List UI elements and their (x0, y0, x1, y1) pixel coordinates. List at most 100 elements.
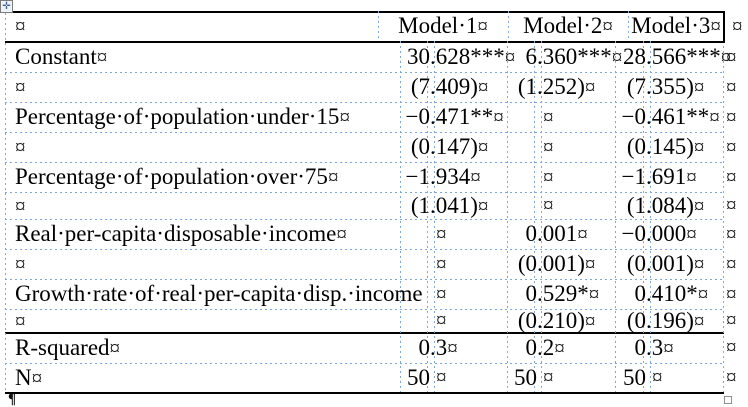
header-cell-model-2[interactable]: Model·2¤ (508, 11, 628, 41)
cell-end-marker: ¤ (611, 45, 623, 69)
value-cell-model-3[interactable]: (7 (626, 74, 646, 99)
value-cell-model-3[interactable]: (0 (626, 134, 646, 159)
table-row: Percentage·of·population·over·75¤ −1.934¤… (0, 162, 748, 192)
value-decimal-part: .461**¤ (646, 104, 720, 129)
value-cell-model-3[interactable]: −0 (621, 221, 646, 246)
value-cell-model-1[interactable]: 0 (418, 335, 431, 360)
row-label-empty-cell[interactable]: ¤ (15, 72, 26, 102)
row-end-marker: ¤ (726, 105, 737, 129)
row-label-cell[interactable]: R-squared¤ (15, 332, 120, 364)
cell-end-marker: ¤ (477, 75, 489, 99)
table-border-line (5, 392, 724, 394)
row-label-cell[interactable]: Real·per-capita·disposable·income¤ (15, 219, 347, 249)
row-end-marker: ¤ (726, 135, 737, 159)
cell-end-marker: ¤ (652, 365, 663, 389)
row-gridline (5, 279, 723, 280)
empty-cell-end-marker: ¤ (543, 193, 554, 217)
row-label-empty-cell[interactable]: ¤ (15, 249, 26, 279)
value-cell-model-1[interactable]: (1 (410, 193, 430, 218)
header-empty-cell[interactable]: ¤ (15, 11, 26, 41)
value-cell-model-1[interactable]: −1 (405, 164, 430, 189)
row-label-cell[interactable]: Percentage·of·population·under·15¤ (15, 102, 350, 132)
header-cell-model-1[interactable]: Model·1¤ (378, 11, 508, 41)
value-cell-model-1[interactable]: (0 (410, 134, 430, 159)
cell-end-marker: ¤ (663, 336, 674, 360)
cell-end-marker: ¤ (493, 105, 504, 129)
value-decimal-part: .934¤ (430, 164, 481, 189)
cell-end-marker: ¤ (543, 365, 554, 389)
cell-end-marker: ¤ (693, 135, 705, 159)
decimal-gridline (650, 41, 651, 392)
value-decimal-part: .628***¤ (430, 44, 516, 69)
value-cell-model-1[interactable]: 50 (407, 365, 430, 390)
cell-end-marker: ¤ (15, 252, 26, 276)
header-column-gridline (378, 11, 379, 41)
table-left-gridline (5, 13, 6, 392)
row-end-marker: ¤ (726, 365, 737, 389)
cell-end-marker: ¤ (447, 336, 458, 360)
cell-end-marker: ¤ (109, 336, 121, 360)
cell-end-marker: ¤ (602, 14, 613, 38)
value-cell-model-1[interactable]: (7 (410, 74, 430, 99)
value-cell-model-2[interactable]: 6 (525, 44, 538, 69)
value-cell-model-2[interactable]: (0 (517, 251, 537, 276)
decimal-gridline (434, 41, 435, 392)
value-cell-model-3[interactable]: −1 (621, 164, 646, 189)
table-row: ¤ (7.409)¤ (1.252)¤ (7.355)¤ ¤ (0, 72, 748, 102)
value-cell-model-2[interactable]: (1 (517, 74, 537, 99)
empty-cell-end-marker: ¤ (436, 282, 447, 306)
value-cell-model-2[interactable]: 50 (514, 365, 537, 390)
row-end-marker: ¤ (726, 165, 737, 189)
table-move-handle[interactable]: ✛ (0, 0, 13, 13)
row-label-text: Growth·rate·of·real·per-capita·disp.·inc… (15, 281, 423, 306)
table-row: Growth·rate·of·real·per-capita·disp.·inc… (0, 279, 748, 309)
row-label-empty-cell[interactable]: ¤ (15, 309, 26, 333)
cell-end-marker: ¤ (327, 165, 339, 189)
cell-end-marker: ¤ (693, 194, 705, 218)
value-cell-model-3[interactable]: (1 (626, 193, 646, 218)
value-cell-model-3[interactable]: 28 (623, 44, 646, 69)
row-gridline (5, 249, 723, 250)
value-cell-model-1[interactable]: 30 (407, 44, 430, 69)
value-cell-model-3[interactable]: −0 (621, 104, 646, 129)
column-gridline (400, 41, 401, 392)
value-cell-model-3[interactable]: 0 (634, 335, 647, 360)
row-label-empty-cell[interactable]: ¤ (15, 132, 26, 162)
cell-end-marker: ¤ (584, 309, 596, 333)
value-decimal-part: .252)¤ (537, 74, 596, 99)
empty-cell-end-marker: ¤ (543, 135, 554, 159)
cell-end-marker: ¤ (709, 105, 720, 129)
decimal-gridline (427, 41, 428, 392)
row-gridline (5, 72, 723, 73)
row-label-cell[interactable]: Growth·rate·of·real·per-capita·disp.·inc… (15, 279, 423, 309)
value-decimal-part: .409)¤ (430, 74, 489, 99)
value-cell-model-3[interactable]: 0 (634, 281, 647, 306)
row-gridline (5, 192, 723, 193)
value-cell-model-3[interactable]: (0 (626, 308, 646, 333)
value-decimal-part: .360***¤ (537, 44, 623, 69)
row-label-text: R-squared (15, 335, 110, 360)
value-cell-model-2[interactable]: 0 (525, 281, 538, 306)
header-cell-model-3[interactable]: Model·3¤ (628, 11, 724, 41)
row-label-cell[interactable]: N¤ (15, 363, 42, 393)
cell-end-marker: ¤ (693, 309, 705, 333)
empty-cell-end-marker: ¤ (436, 252, 447, 276)
row-label-text: Percentage·of·population·under·15 (15, 104, 340, 129)
value-cell-model-2[interactable]: 0 (525, 335, 538, 360)
value-cell-model-1[interactable]: −0 (405, 104, 430, 129)
row-label-text: Real·per-capita·disposable·income (15, 221, 337, 246)
value-cell-model-2[interactable]: 0 (525, 221, 538, 246)
table-resize-handle[interactable] (724, 396, 732, 404)
value-cell-model-3[interactable]: 50 (623, 365, 646, 390)
value-decimal-part: .001)¤ (646, 251, 705, 276)
row-label-cell[interactable]: Constant¤ (15, 42, 107, 72)
empty-cell-end-marker: ¤ (436, 308, 447, 332)
value-cell-model-3[interactable]: (0 (626, 251, 646, 276)
row-label-cell[interactable]: Percentage·of·population·over·75¤ (15, 162, 338, 192)
value-cell-model-2[interactable]: (0 (517, 308, 537, 333)
value-decimal-part: .471**¤ (430, 104, 504, 129)
row-label-empty-cell[interactable]: ¤ (15, 192, 26, 220)
value-decimal-part: .210)¤ (537, 308, 596, 333)
paragraph-mark: ¶ (8, 391, 17, 407)
row-label-text: N (15, 365, 32, 390)
